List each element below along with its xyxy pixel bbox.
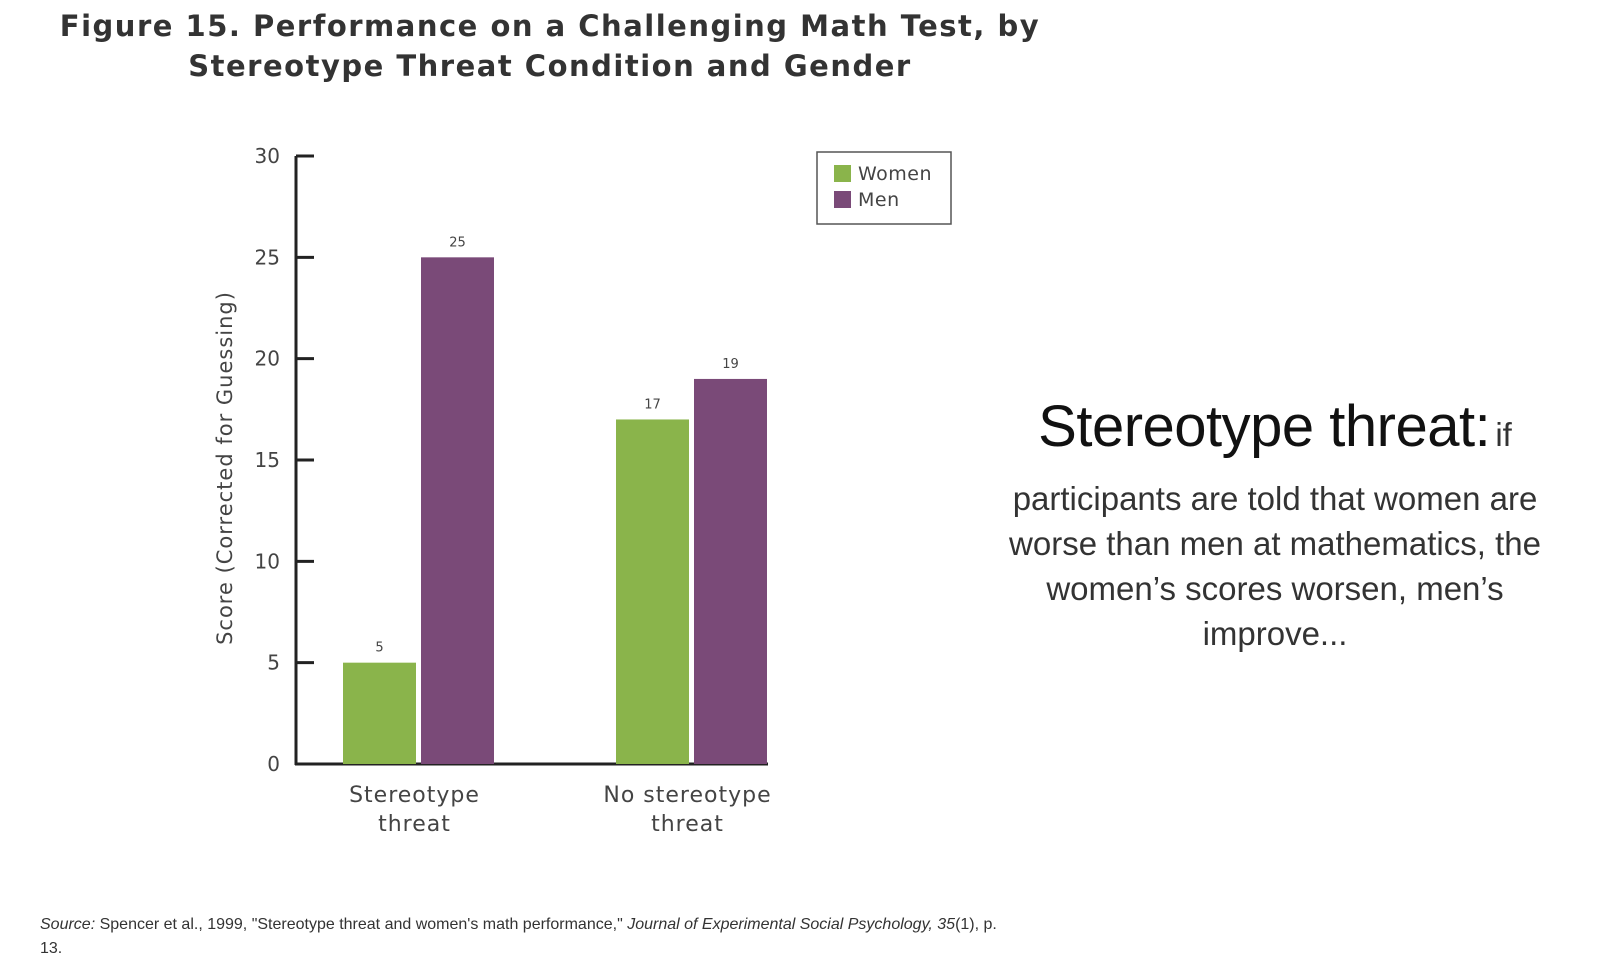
bar-women-0 xyxy=(343,662,416,764)
x-category-label: Stereotype xyxy=(349,783,480,808)
bar-women-1 xyxy=(616,419,689,764)
figure-title-line1: Figure 15. Performance on a Challenging … xyxy=(59,9,1041,43)
y-tick-label: 20 xyxy=(255,347,280,371)
y-tick-label: 10 xyxy=(255,549,280,573)
legend-label-men: Men xyxy=(858,189,900,211)
side-note-body: participants are told that women are wor… xyxy=(1009,480,1541,652)
legend-swatch-men xyxy=(834,191,851,208)
y-tick-label: 5 xyxy=(267,651,280,675)
source-issue: (1), p. 13. xyxy=(40,916,997,957)
x-category-label: threat xyxy=(651,812,724,837)
y-tick-label: 15 xyxy=(255,448,280,472)
y-axis-label: Score (Corrected for Guessing) xyxy=(213,291,237,645)
data-label-women-1: 17 xyxy=(644,397,661,412)
source-journal: Journal of Experimental Social Psycholog… xyxy=(627,916,956,933)
y-tick-label: 0 xyxy=(267,752,280,776)
chart-plot-area: 0 5 10 15 20 25 30 Score (Corrected for Guessin… xyxy=(213,144,952,837)
data-label-men-1: 19 xyxy=(722,357,739,372)
source-citation: Source: Spencer et al., 1999, "Stereotyp… xyxy=(40,913,1000,961)
legend-swatch-women xyxy=(834,165,851,182)
source-label: Source: xyxy=(40,916,96,933)
figure-title-line2: Stereotype Threat Condition and Gender xyxy=(188,49,912,83)
y-tick-label: 25 xyxy=(255,245,280,269)
x-category-label: No stereotype xyxy=(603,783,771,808)
data-label-men-0: 25 xyxy=(449,235,466,250)
data-label-women-0: 5 xyxy=(375,641,383,656)
x-category-label: threat xyxy=(378,812,451,837)
source-text: Spencer et al., 1999, "Stereotype threat… xyxy=(99,916,623,933)
side-note-lead: if xyxy=(1495,416,1512,453)
y-tick-label: 30 xyxy=(255,144,280,168)
side-note-heading: Stereotype threat: xyxy=(1038,394,1491,459)
legend-box xyxy=(816,151,952,225)
bar-men-1 xyxy=(694,378,767,764)
side-note: Stereotype threat: if participants are t… xyxy=(975,392,1575,656)
bar-men-0 xyxy=(421,257,494,764)
figure-title: Figure 15. Performance on a Challenging … xyxy=(0,6,1100,86)
legend-label-women: Women xyxy=(858,163,932,185)
